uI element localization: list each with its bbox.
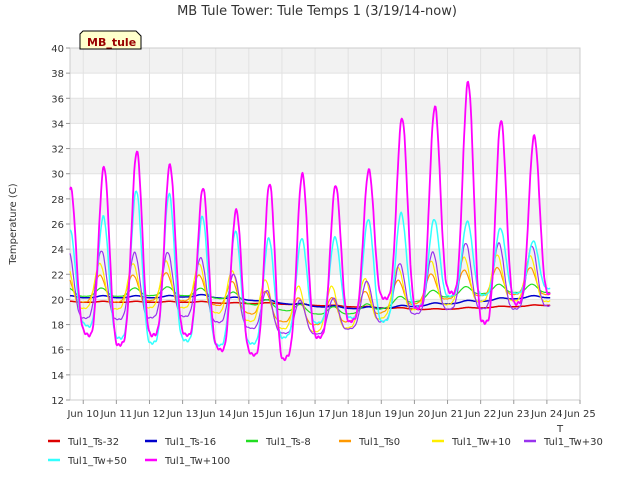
legend-label: Tul1_Tw+10 [451,437,511,448]
x-tick-label: Jun 16 [265,409,298,420]
legend-label: Tul1_Ts0 [358,437,400,448]
x-axis-label: T [556,424,564,435]
chart-title: MB Tule Tower: Tule Temps 1 (3/19/14-now… [177,4,457,19]
y-tick-label: 40 [51,44,64,55]
grid-band [70,148,580,174]
legend-label: Tul1_Tw+100 [164,456,230,467]
series-line-Tul1_Tw+30 [69,242,551,335]
x-tick-label: Jun 17 [298,409,331,420]
x-tick-label: Jun 19 [365,409,398,420]
y-tick-label: 12 [51,396,64,407]
x-tick-label: Jun 14 [199,409,232,420]
grid-band [70,198,580,224]
series-line-Tul1_Tw+50 [69,190,551,347]
x-tick-label: Jun 25 [563,409,596,420]
y-tick-label: 28 [51,195,64,206]
x-tick-label: Jun 13 [166,409,199,420]
y-tick-label: 30 [51,170,64,181]
legend-label: Tul1_Tw+50 [67,456,127,467]
legend-label: Tul1_Ts-32 [67,437,119,448]
x-tick-label: Jun 15 [232,409,265,420]
series-line-Tul1_Ts-8 [69,283,551,315]
legend: Tul1_Ts-32 Tul1_Ts-16 Tul1_Ts-8 Tul1_Ts0 Tul… [48,437,603,467]
y-tick-label: 24 [51,245,64,256]
grid-band [70,349,580,375]
legend-label: Tul1_Ts-8 [265,437,311,448]
site-badge: MB_tule [79,30,142,50]
series-line-Tul1_Tw+100 [69,80,551,362]
x-tick-label: Jun 22 [464,409,497,420]
y-tick-label: 36 [51,94,64,105]
y-tick-label: 18 [51,321,64,332]
legend-label: Tul1_Tw+30 [543,437,603,448]
site-badge-label: MB_tule [87,36,136,49]
y-tick-label: 20 [51,295,64,306]
y-tick-label: 34 [51,119,64,130]
y-tick-label: 22 [51,270,64,281]
x-tick-label: Jun 24 [530,409,563,420]
y-tick-label: 16 [51,346,64,357]
x-tick-label: Jun 18 [331,409,364,420]
x-tick-label: Jun 20 [398,409,431,420]
legend-label: Tul1_Ts-16 [164,437,216,448]
x-tick-label: Jun 10 [66,409,99,420]
y-tick-label: 38 [51,69,64,80]
grid-band [70,48,580,74]
x-tick-label: Jun 12 [133,409,166,420]
x-tick-label: Jun 11 [100,409,133,420]
grid-band [70,98,580,124]
y-tick-label: 32 [51,145,64,156]
x-tick-label: Jun 23 [497,409,530,420]
plot-area [69,47,581,401]
y-tick-label: 14 [51,371,64,382]
y-tick-label: 26 [51,220,64,231]
y-axis-label: Temperature (C) [8,183,19,265]
x-tick-label: Jun 21 [431,409,464,420]
